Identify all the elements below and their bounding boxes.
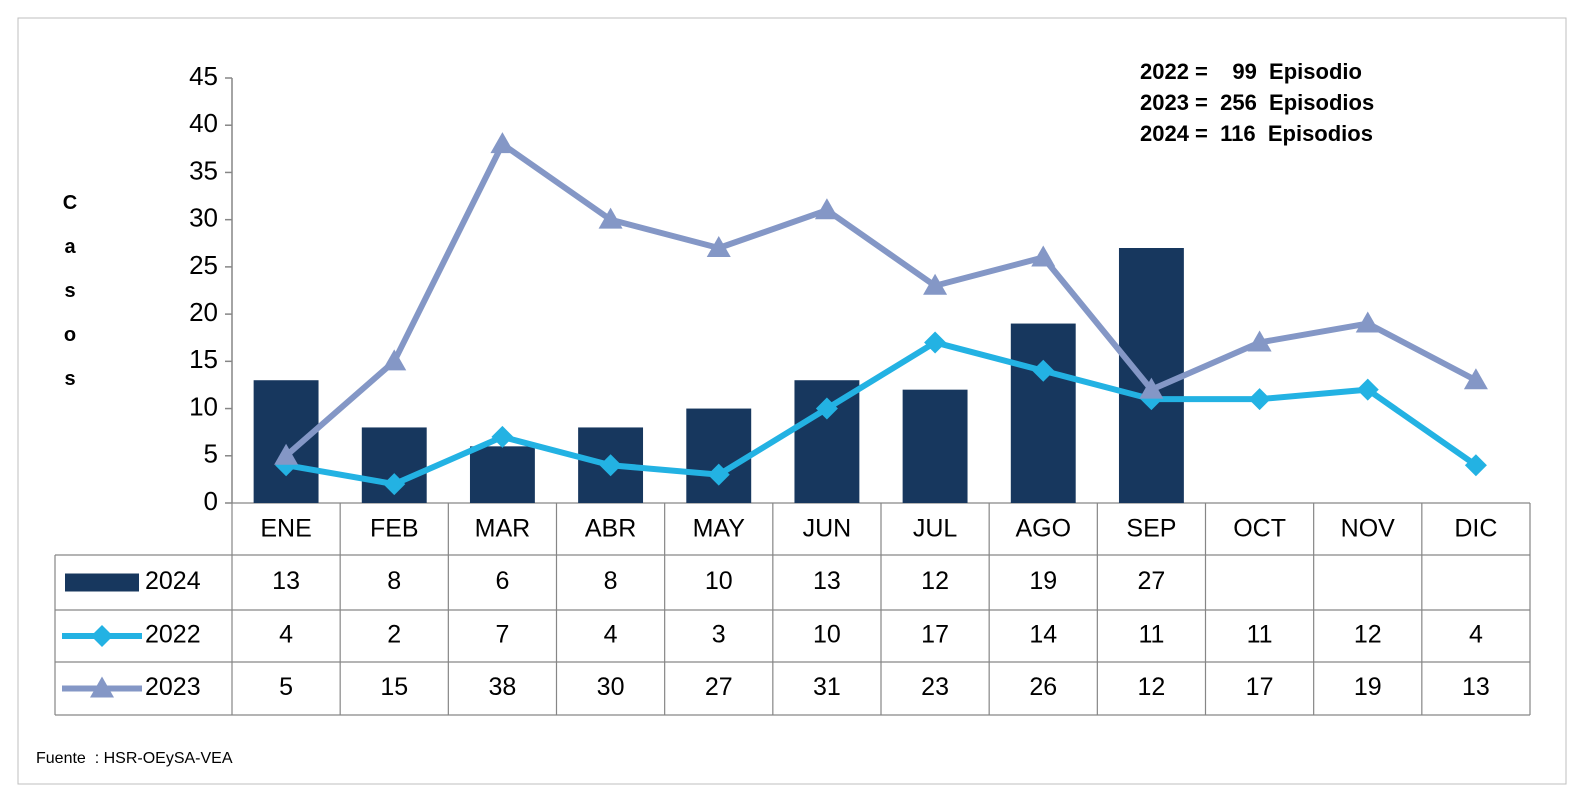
marker xyxy=(814,198,839,220)
marker xyxy=(598,207,623,229)
bar xyxy=(902,389,968,503)
marker xyxy=(1355,311,1380,333)
frame xyxy=(17,17,1567,785)
table-value: 8 xyxy=(387,567,401,595)
y-tick-label: 25 xyxy=(189,250,218,280)
table-value: 13 xyxy=(1462,673,1490,701)
y-tick-label: 45 xyxy=(189,61,218,91)
marker xyxy=(491,425,514,448)
marker xyxy=(274,443,299,465)
table-value: 8 xyxy=(604,567,618,595)
legend-label: 2024 xyxy=(145,567,201,595)
marker xyxy=(1464,454,1487,477)
x-tick-label: MAY xyxy=(693,515,746,543)
line xyxy=(284,141,1478,459)
x-tick-label: JUL xyxy=(913,515,958,543)
marker xyxy=(490,132,515,154)
table-value: 5 xyxy=(279,673,293,701)
marker xyxy=(1247,330,1272,352)
y-tick-label: 5 xyxy=(204,439,218,469)
legend-label: 2023 xyxy=(145,673,201,701)
legend-key xyxy=(65,573,139,592)
table-value: 23 xyxy=(921,673,949,701)
x-tick-label: JUN xyxy=(803,515,852,543)
marker xyxy=(382,349,407,371)
x-tick-label: ENE xyxy=(260,515,311,543)
annotation: 2024 = 116 Episodios xyxy=(1140,121,1373,146)
marker xyxy=(707,463,730,486)
bar xyxy=(686,408,752,503)
bar xyxy=(469,446,535,503)
annotation: 2022 = 99 Episodio xyxy=(1140,59,1362,84)
table-value: 27 xyxy=(1138,567,1166,595)
table-value: 11 xyxy=(1138,621,1164,649)
marker xyxy=(91,625,113,647)
y-tick-label: 15 xyxy=(189,344,218,374)
table-value: 4 xyxy=(279,621,293,649)
table-value: 4 xyxy=(604,621,618,649)
marker xyxy=(1356,378,1379,401)
y-tick-label: 0 xyxy=(204,486,218,516)
marker xyxy=(1248,388,1271,411)
table-value: 13 xyxy=(813,567,841,595)
y-tick-label: 10 xyxy=(189,391,218,421)
table-value: 30 xyxy=(597,673,625,701)
table-value: 4 xyxy=(1469,621,1483,649)
x-tick-label: ABR xyxy=(585,515,636,543)
table-value: 38 xyxy=(489,673,517,701)
bar xyxy=(1118,248,1184,503)
x-tick-label: MAR xyxy=(475,515,531,543)
y-tick-label: 20 xyxy=(189,297,218,327)
table-value: 11 xyxy=(1247,621,1273,649)
table-value: 19 xyxy=(1354,673,1382,701)
marker xyxy=(383,473,406,496)
table-value: 12 xyxy=(921,567,949,595)
marker xyxy=(1463,368,1488,390)
marker xyxy=(1139,377,1164,399)
table-value: 17 xyxy=(1246,673,1274,701)
table-value: 27 xyxy=(705,673,733,701)
table-value: 26 xyxy=(1029,673,1057,701)
line xyxy=(285,339,1478,488)
marker xyxy=(923,273,948,295)
y-tick-label: 30 xyxy=(189,203,218,233)
table-value: 7 xyxy=(495,621,509,649)
table-value: 2 xyxy=(387,621,401,649)
legend-label: 2022 xyxy=(145,621,201,649)
y-tick-label: 40 xyxy=(189,108,218,138)
x-tick-label: AGO xyxy=(1015,515,1071,543)
x-tick-label: NOV xyxy=(1341,515,1396,543)
x-tick-label: DIC xyxy=(1454,515,1497,543)
table-value: 15 xyxy=(380,673,408,701)
table-value: 17 xyxy=(921,621,949,649)
bar xyxy=(1010,323,1076,503)
y-axis-label: Casos xyxy=(59,192,81,412)
source: Fuente : HSR-OEySA-VEA xyxy=(36,750,233,767)
marker xyxy=(1031,245,1056,267)
table-value: 10 xyxy=(813,621,841,649)
marker xyxy=(706,236,731,257)
table-value: 3 xyxy=(712,621,726,649)
marker xyxy=(924,331,947,354)
table-value: 19 xyxy=(1029,567,1057,595)
marker xyxy=(599,454,622,477)
x-tick-label: FEB xyxy=(370,515,419,543)
x-tick-label: OCT xyxy=(1233,515,1286,543)
table-value: 6 xyxy=(495,567,509,595)
bar xyxy=(253,380,319,503)
table-value: 10 xyxy=(705,567,733,595)
marker xyxy=(1032,359,1055,382)
annotation: 2023 = 256 Episodios xyxy=(1140,90,1374,115)
table-value: 12 xyxy=(1138,673,1166,701)
table-value: 12 xyxy=(1354,621,1382,649)
x-tick-label: SEP xyxy=(1126,515,1176,543)
table-value: 14 xyxy=(1029,621,1057,649)
table-value: 13 xyxy=(272,567,300,595)
y-tick-label: 35 xyxy=(189,155,218,185)
table-value: 31 xyxy=(813,673,841,701)
marker xyxy=(815,397,838,420)
marker xyxy=(90,676,114,698)
